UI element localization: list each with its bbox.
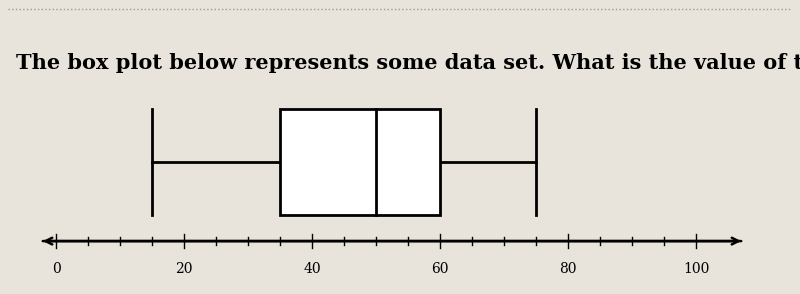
FancyBboxPatch shape (280, 109, 440, 215)
Text: The box plot below represents some data set. What is the value of the median?: The box plot below represents some data … (16, 53, 800, 73)
Text: 60: 60 (431, 262, 449, 276)
Text: 100: 100 (683, 262, 709, 276)
Text: 80: 80 (559, 262, 577, 276)
Text: 0: 0 (52, 262, 60, 276)
Text: 40: 40 (303, 262, 321, 276)
Text: 20: 20 (175, 262, 193, 276)
